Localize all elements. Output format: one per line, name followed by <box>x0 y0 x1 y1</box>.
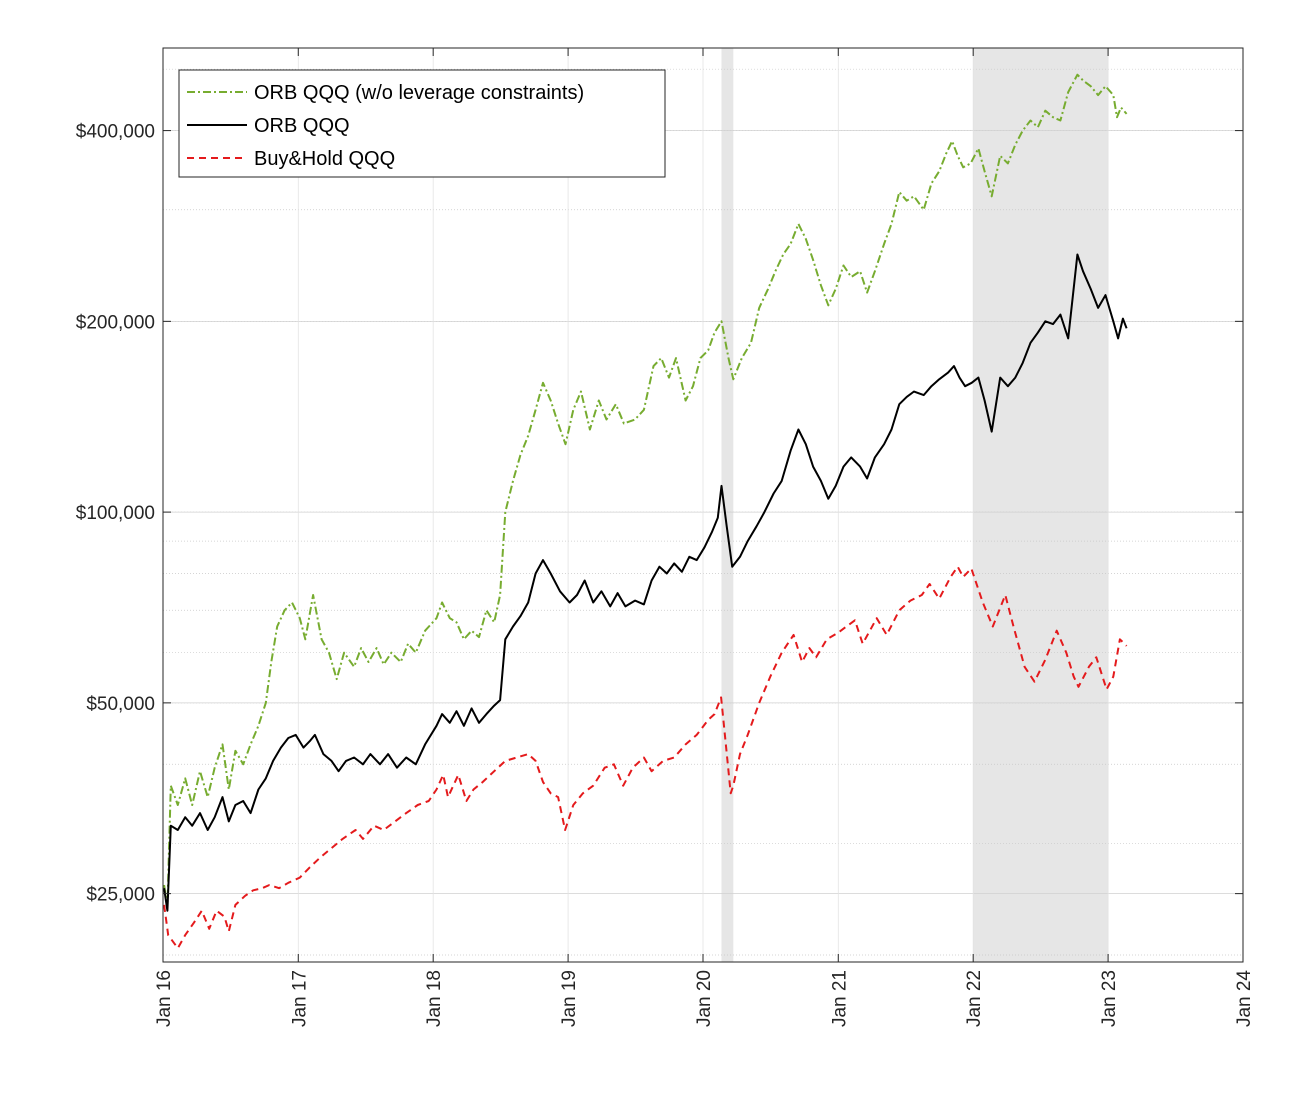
x-tick-label: Jan 16 <box>154 970 175 1027</box>
x-tick-label: Jan 22 <box>964 970 985 1027</box>
legend-label-2: Buy&Hold QQQ <box>254 148 395 170</box>
y-tick-label: $50,000 <box>86 694 155 715</box>
shaded-periods <box>721 48 1109 962</box>
x-tick-label: Jan 23 <box>1099 970 1120 1027</box>
series-lines <box>163 73 1128 950</box>
series-line-1 <box>163 253 1128 912</box>
series-line-0 <box>163 73 1128 909</box>
x-tick-label: Jan 18 <box>424 970 445 1027</box>
y-tick-label: $100,000 <box>76 503 155 524</box>
y-axis-ticks: $25,000 $50,000 $100,000 $200,000 $400,000 <box>76 122 1243 906</box>
x-tick-label: Jan 21 <box>829 970 850 1027</box>
y-tick-label: $25,000 <box>86 885 155 906</box>
y-tick-label: $200,000 <box>76 312 155 333</box>
legend: ORB QQQ (w/o leverage constraints) ORB QQ… <box>178 69 666 178</box>
x-tick-label: Jan 24 <box>1234 970 1255 1027</box>
legend-label-1: ORB QQQ <box>254 115 350 137</box>
shaded-period-1 <box>973 48 1109 962</box>
legend-box <box>178 69 666 178</box>
x-tick-label: Jan 20 <box>694 970 715 1027</box>
legend-label-0: ORB QQQ (w/o leverage constraints) <box>254 82 584 104</box>
x-tick-label: Jan 17 <box>289 970 310 1027</box>
y-tick-label: $400,000 <box>76 122 155 143</box>
shaded-period-0 <box>721 48 734 962</box>
x-axis-ticks: Jan 16 Jan 17 Jan 18 Jan 19 Jan 20 Jan 21 Jan … <box>154 48 1255 1027</box>
series-line-2 <box>163 565 1128 950</box>
x-tick-label: Jan 19 <box>559 970 580 1027</box>
